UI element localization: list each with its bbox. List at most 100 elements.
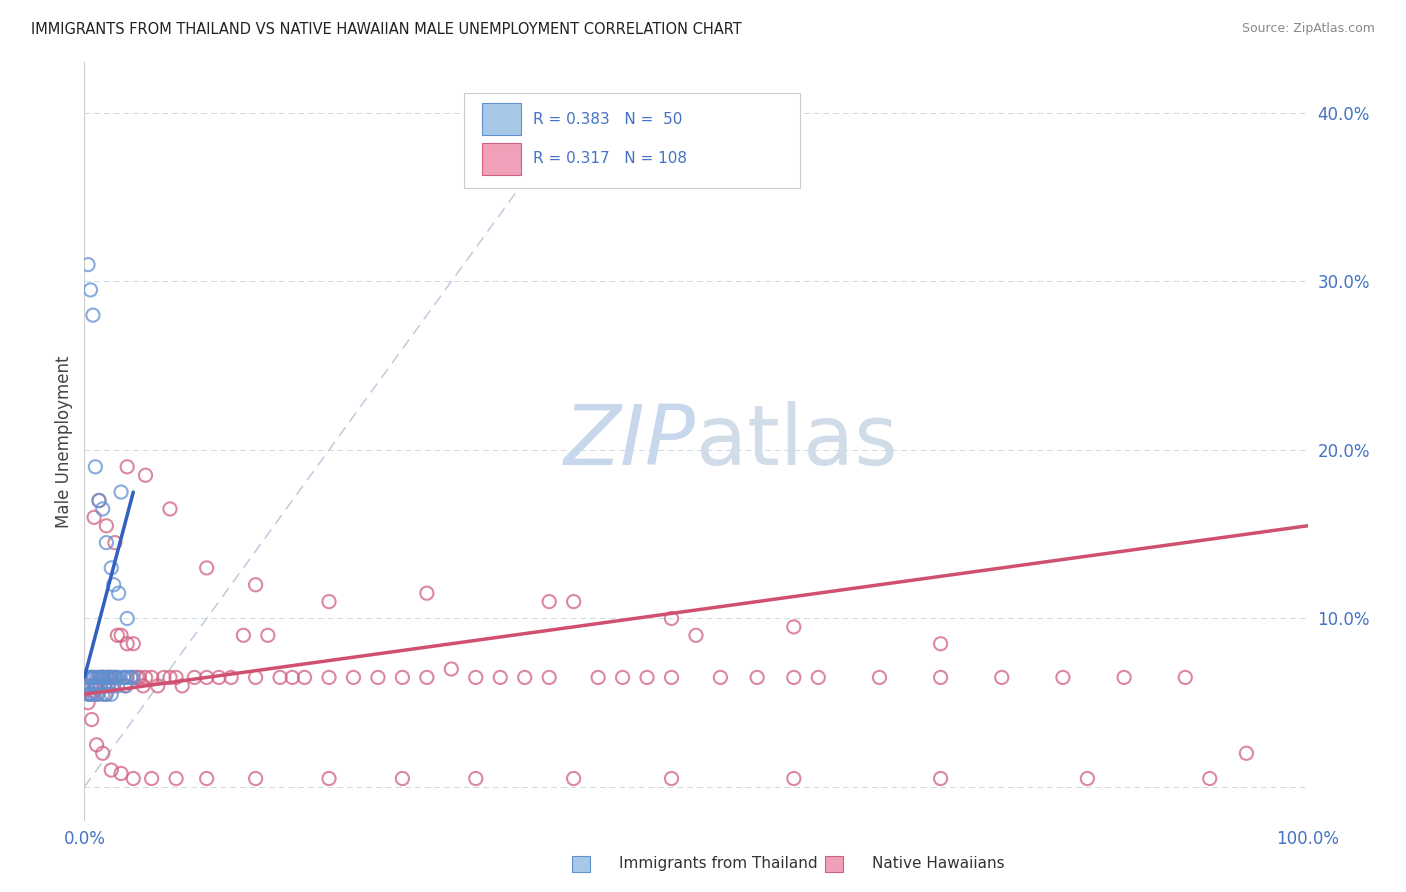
Point [783,772,806,786]
Point [636,670,658,684]
Point [98,670,121,684]
Point [97,670,120,684]
Point [79,670,101,684]
Point [208,670,231,684]
Point [76,670,98,684]
Point [83,679,105,693]
Point [87,687,110,701]
Point [391,772,413,786]
Point [80,679,103,693]
Point [80,687,103,701]
Point [416,586,439,600]
Point [747,670,769,684]
Point [125,670,148,684]
Point [86,679,108,693]
Point [586,670,609,684]
Point [1198,772,1220,786]
Point [91,502,114,516]
Point [91,687,114,701]
Point [86,670,108,684]
Point [685,628,707,642]
Point [110,485,132,500]
Point [87,670,110,684]
Text: R = 0.383   N =  50: R = 0.383 N = 50 [533,112,683,127]
Point [87,493,110,508]
Point [159,670,181,684]
Point [146,679,169,693]
Point [91,746,114,760]
Point [245,578,267,592]
Point [183,670,205,684]
Point [122,772,145,786]
Point [562,594,585,608]
Point [281,670,304,684]
Point [77,696,100,710]
Point [103,578,125,592]
Point [807,670,830,684]
Point [100,763,122,777]
Point [83,670,105,684]
Point [391,670,413,684]
FancyBboxPatch shape [482,143,522,175]
Text: Immigrants from Thailand: Immigrants from Thailand [619,856,817,871]
Point [87,670,110,684]
Point [83,510,105,524]
Point [538,670,561,684]
Point [100,561,122,575]
Point [105,628,128,642]
Point [159,502,181,516]
Point [661,611,683,625]
Point [114,670,136,684]
Point [96,670,118,684]
Point [416,670,439,684]
Bar [572,856,589,872]
Point [100,687,122,701]
Point [110,766,132,780]
Point [101,670,124,684]
Point [783,620,806,634]
Point [96,518,118,533]
Point [115,459,138,474]
Point [195,670,218,684]
Point [89,679,111,693]
Point [513,670,536,684]
Point [991,670,1014,684]
Point [869,670,891,684]
Point [132,679,155,693]
Point [79,670,101,684]
Point [107,670,129,684]
Point [245,772,267,786]
Point [128,670,150,684]
Point [86,738,108,752]
Point [93,679,115,693]
Point [79,283,101,297]
Point [661,670,683,684]
Point [89,679,111,693]
Point [661,772,683,786]
Point [120,670,142,684]
Point [104,670,127,684]
Point [929,670,952,684]
Point [77,687,100,701]
Text: atlas: atlas [696,401,897,482]
Point [165,670,187,684]
Point [245,670,267,684]
Text: R = 0.317   N = 108: R = 0.317 N = 108 [533,152,688,166]
Point [97,670,120,684]
Point [115,679,138,693]
Point [929,772,952,786]
Point [97,679,120,693]
Point [115,670,138,684]
Point [612,670,634,684]
Point [195,772,218,786]
Point [86,687,108,701]
Point [91,670,114,684]
Point [93,670,115,684]
Point [105,670,128,684]
Point [464,772,486,786]
Point [294,670,316,684]
Point [538,594,561,608]
Point [269,670,291,684]
Point [1052,670,1074,684]
Point [96,687,118,701]
